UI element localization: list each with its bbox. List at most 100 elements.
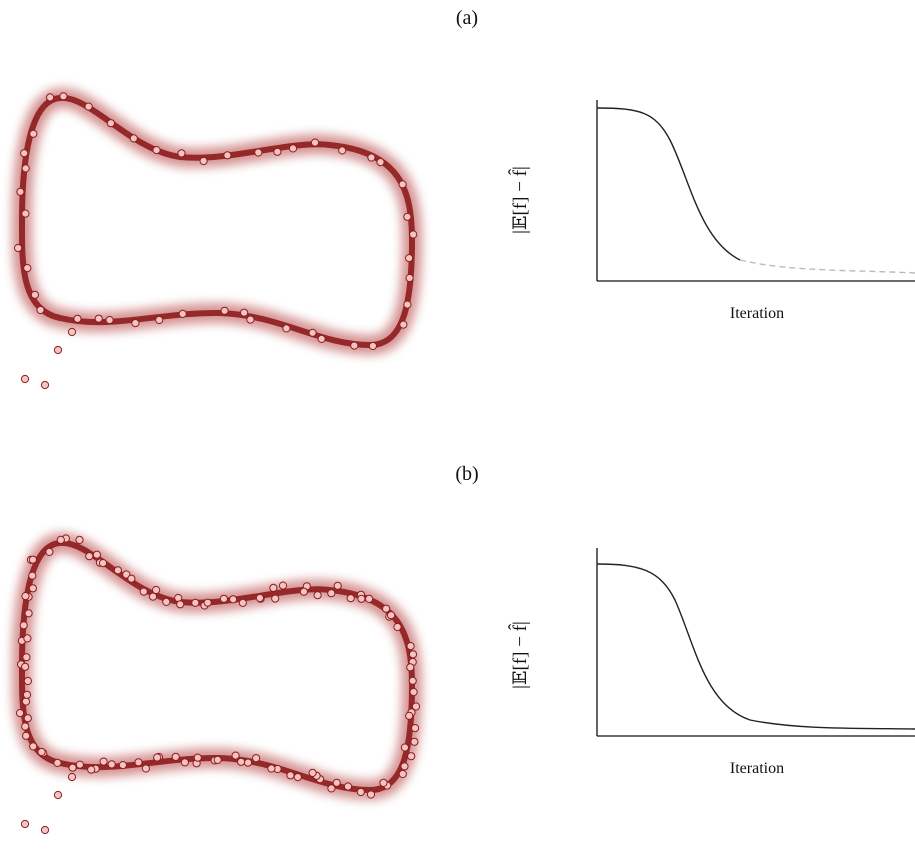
sample-point (29, 572, 36, 579)
sample-point (31, 291, 38, 298)
sample-point (333, 779, 340, 786)
sample-point (380, 779, 387, 786)
sample-point (369, 342, 376, 349)
sample-point (339, 147, 346, 154)
sample-point (68, 773, 75, 780)
sample-point (410, 688, 417, 695)
sample-point (289, 145, 296, 152)
sample-point (23, 732, 30, 739)
sample-point (347, 595, 354, 602)
sample-point (22, 698, 29, 705)
sample-point (74, 315, 81, 322)
sample-point (194, 754, 201, 761)
sample-point (60, 93, 67, 100)
sample-point (22, 663, 29, 670)
sample-point (100, 758, 107, 765)
sample-point (412, 725, 419, 732)
sample-point (401, 763, 408, 770)
sample-point (69, 764, 76, 771)
error-curve (597, 108, 740, 260)
sample-point (107, 120, 114, 127)
panel-label: (a) (456, 7, 478, 29)
sample-point (16, 710, 23, 717)
sample-point (407, 643, 414, 650)
sample-point (192, 599, 199, 606)
sample-point (344, 783, 351, 790)
sample-point (351, 342, 358, 349)
sample-point (24, 265, 31, 272)
sample-point (68, 328, 75, 335)
sample-point (318, 335, 325, 342)
sample-point (367, 791, 374, 798)
sample-point (30, 743, 37, 750)
sample-point (22, 165, 29, 172)
sample-point (130, 135, 137, 142)
sample-point (407, 664, 414, 671)
sample-point (24, 677, 31, 684)
sample-point (409, 651, 416, 658)
sample-point (221, 307, 228, 314)
sample-point (23, 691, 30, 698)
sample-point (204, 599, 211, 606)
sample-point (388, 612, 395, 619)
sample-point (22, 210, 29, 217)
sample-point (247, 316, 254, 323)
sample-point (404, 213, 411, 220)
density-blob (22, 98, 412, 345)
sample-point (241, 309, 248, 316)
sample-point (383, 605, 390, 612)
sample-point (358, 595, 365, 602)
sample-point (88, 766, 95, 773)
sample-point (279, 582, 286, 589)
sample-point (132, 320, 139, 327)
sample-point (224, 152, 231, 159)
sample-point (309, 769, 316, 776)
sample-point (255, 149, 262, 156)
sample-point (54, 759, 61, 766)
sample-point (54, 346, 61, 353)
sample-point (99, 560, 106, 567)
sample-point (25, 610, 32, 617)
sample-point (21, 150, 28, 157)
sample-point (24, 715, 31, 722)
sample-point (408, 753, 415, 760)
sample-point (268, 765, 275, 772)
sample-point (214, 756, 221, 763)
sample-point (406, 255, 413, 262)
sample-point (30, 130, 37, 137)
sample-point (328, 785, 335, 792)
sample-point (230, 596, 237, 603)
sample-point (108, 761, 115, 768)
samples (16, 535, 419, 834)
sample-point (17, 188, 24, 195)
sample-point (179, 310, 186, 317)
sample-point (283, 325, 290, 332)
sample-point (366, 595, 373, 602)
sample-point (409, 677, 416, 684)
sample-point (394, 623, 401, 630)
sample-point (37, 306, 44, 313)
sample-point (400, 321, 407, 328)
sample-point (29, 556, 36, 563)
sample-point (21, 375, 28, 382)
sample-point (253, 755, 260, 762)
sample-point (29, 585, 36, 592)
sample-point (238, 758, 245, 765)
x-axis-label: Iteration (730, 760, 784, 777)
sample-point (93, 551, 100, 558)
sample-point (328, 590, 335, 597)
sample-point (399, 770, 406, 777)
sample-point (119, 762, 126, 769)
sample-point (128, 575, 135, 582)
sample-point (244, 759, 251, 766)
sample-point (220, 595, 227, 602)
sample-point (57, 536, 64, 543)
sample-point (23, 654, 30, 661)
sample-point (411, 738, 418, 745)
sample-point (401, 744, 408, 751)
sample-point (172, 753, 179, 760)
sample-point (76, 761, 83, 768)
sample-point (149, 593, 156, 600)
sample-point (76, 536, 83, 543)
